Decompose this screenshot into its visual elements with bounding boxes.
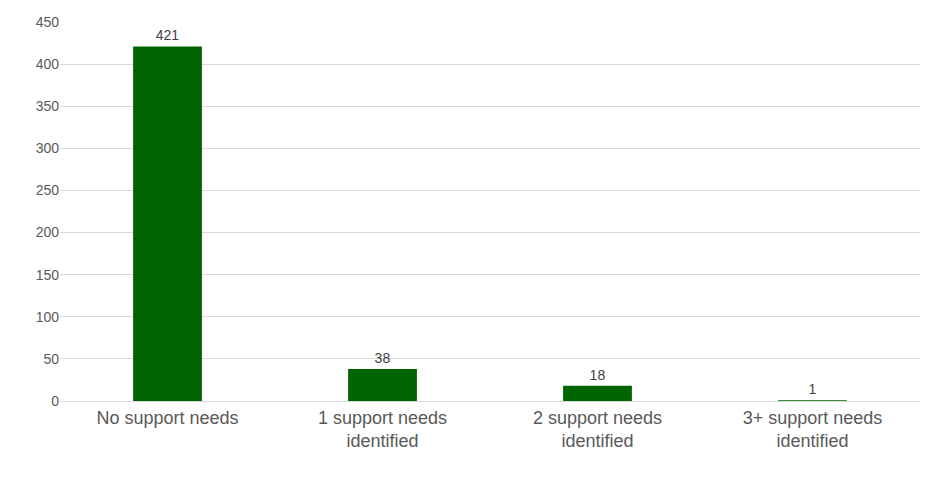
svg-text:250: 250 [36, 182, 60, 198]
svg-text:2 support needsidentified: 2 support needsidentified [533, 408, 662, 451]
svg-text:150: 150 [36, 267, 60, 283]
svg-text:0: 0 [51, 393, 59, 409]
svg-text:1 support needsidentified: 1 support needsidentified [318, 408, 447, 451]
svg-text:100: 100 [36, 309, 60, 325]
svg-text:421: 421 [156, 27, 180, 43]
svg-text:450: 450 [36, 14, 60, 30]
svg-text:50: 50 [43, 351, 59, 367]
svg-text:1: 1 [809, 381, 817, 397]
svg-text:300: 300 [36, 140, 60, 156]
svg-text:18: 18 [590, 367, 606, 383]
svg-text:No support needs: No support needs [96, 408, 238, 428]
svg-text:200: 200 [36, 224, 60, 240]
svg-text:3+ support needsidentified: 3+ support needsidentified [743, 408, 883, 451]
svg-text:38: 38 [375, 350, 391, 366]
svg-text:350: 350 [36, 98, 60, 114]
svg-text:400: 400 [36, 56, 60, 72]
